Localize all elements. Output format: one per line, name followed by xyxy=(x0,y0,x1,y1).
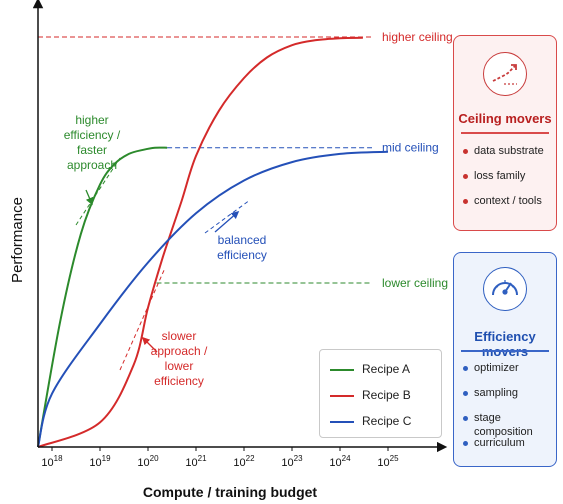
bullet-dot xyxy=(463,366,468,371)
bullet-dot xyxy=(463,391,468,396)
trend-up-arrow-icon xyxy=(483,52,527,96)
efficiency-movers-list: optimizer sampling stage composition cur… xyxy=(454,361,556,461)
reference-line-label: higher ceiling xyxy=(382,30,453,44)
bullet-dot xyxy=(463,174,468,179)
list-item-label: curriculum xyxy=(474,437,525,449)
x-tick-label: 1024 xyxy=(329,454,351,469)
x-tick-label: 1018 xyxy=(41,454,63,469)
annotation-arrow-blue xyxy=(214,210,240,233)
x-tick-label: 1020 xyxy=(137,454,159,469)
reference-line-label: mid ceiling xyxy=(382,141,439,155)
title-divider xyxy=(461,132,549,134)
list-item: loss family xyxy=(454,169,556,194)
annotation-arrow-green xyxy=(85,189,94,206)
ceiling-movers-title: Ceiling movers xyxy=(458,111,552,126)
x-tick-label: 1022 xyxy=(233,454,255,469)
annotation-slower-approach: slower approach / lower efficiency xyxy=(151,329,208,388)
y-axis-label: Performance xyxy=(9,197,26,283)
annotation-higher-efficiency: higher efficiency / faster approach xyxy=(64,113,121,172)
chart-legend: Recipe A Recipe B Recipe C xyxy=(319,349,442,438)
legend-swatch xyxy=(330,395,354,397)
annotation-balanced-efficiency: balanced efficiency xyxy=(217,233,267,262)
efficiency-movers-panel: Efficiency movers optimizer sampling sta… xyxy=(453,252,557,467)
list-item: context / tools xyxy=(454,194,556,219)
ceiling-movers-panel: Ceiling movers data substrate loss famil… xyxy=(453,35,557,231)
list-item-label: data substrate xyxy=(474,145,544,157)
list-item-label: stage composition xyxy=(474,412,533,438)
x-tick-label: 1021 xyxy=(185,454,207,469)
ceiling-movers-list: data substrate loss family context / too… xyxy=(454,144,556,219)
legend-swatch xyxy=(330,369,354,371)
list-item: sampling xyxy=(454,386,556,411)
x-tick-label: 1025 xyxy=(377,454,399,469)
tangent-green xyxy=(75,157,121,226)
reference-line-label: lower ceiling xyxy=(382,276,448,290)
list-item: curriculum xyxy=(454,436,556,461)
bullet-dot xyxy=(463,149,468,154)
legend-label: Recipe A xyxy=(362,362,411,376)
list-item: optimizer xyxy=(454,361,556,386)
list-item-label: optimizer xyxy=(474,362,519,374)
efficiency-movers-title: Efficiency movers xyxy=(474,329,536,359)
list-item-label: loss family xyxy=(474,170,526,182)
legend-label: Recipe B xyxy=(362,388,411,402)
series-lines xyxy=(37,36,389,448)
title-divider xyxy=(461,350,549,352)
bullet-dot xyxy=(463,416,468,421)
legend-label: Recipe C xyxy=(362,414,412,428)
list-item-label: context / tools xyxy=(474,195,542,207)
speedometer-gauge-icon xyxy=(483,267,527,311)
bullet-dot xyxy=(463,199,468,204)
x-tick-group: 1018 1019 1020 1021 1022 1023 1024 1025 xyxy=(41,447,399,469)
legend-swatch xyxy=(330,421,354,423)
series-line-recipe-a xyxy=(37,146,168,448)
list-item: data substrate xyxy=(454,144,556,169)
x-tick-label: 1023 xyxy=(281,454,303,469)
bullet-dot xyxy=(463,441,468,446)
x-tick-label: 1019 xyxy=(89,454,111,469)
x-axis-label: Compute / training budget xyxy=(143,484,318,500)
series-line-recipe-c xyxy=(37,150,389,448)
list-item-label: sampling xyxy=(474,387,519,399)
tangent-red xyxy=(119,267,166,371)
series-line-recipe-b xyxy=(37,36,363,448)
annotation-arrow-red xyxy=(141,336,158,353)
list-item: stage composition xyxy=(454,411,556,438)
reference-lines: higher ceiling mid ceiling lower ceiling xyxy=(38,30,453,290)
tangent-blue xyxy=(204,199,251,234)
